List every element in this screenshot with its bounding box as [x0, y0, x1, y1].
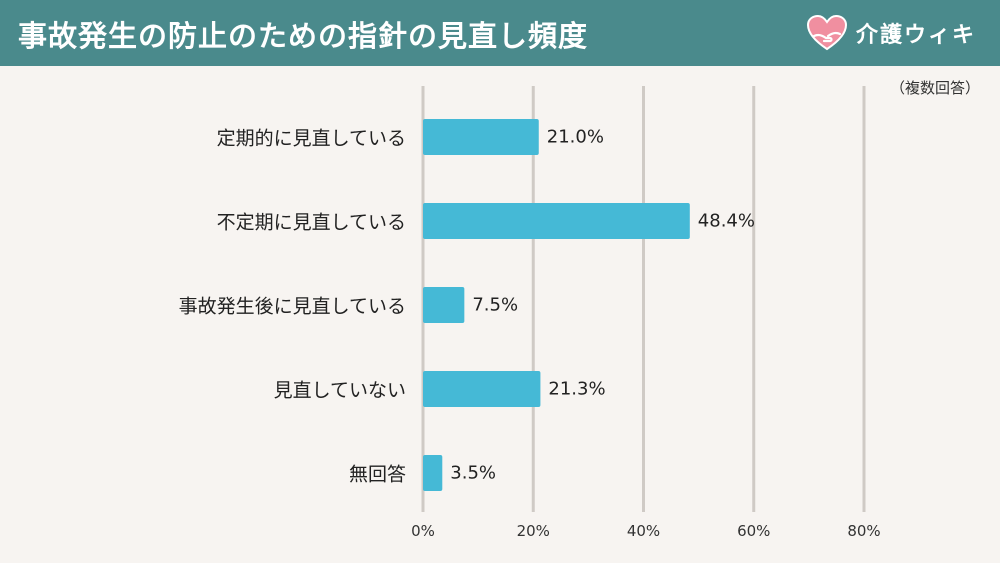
category-label: 不定期に見直している — [216, 211, 406, 234]
bar — [423, 287, 465, 323]
brand-logo: 介護ウィキ — [806, 14, 976, 52]
x-tick-label: 20% — [516, 522, 550, 540]
value-label: 7.5% — [472, 294, 519, 316]
x-tick-label: 40% — [626, 522, 661, 540]
category-label: 事故発生後に見直している — [178, 295, 406, 318]
bar — [423, 455, 443, 491]
bar — [423, 119, 539, 155]
category-label: 見直していない — [273, 379, 406, 402]
value-label: 21.3% — [548, 378, 606, 400]
bar — [423, 203, 690, 239]
x-tick-label: 0% — [411, 522, 435, 540]
page-title: 事故発生の防止のための指針の見直し頻度 — [18, 19, 589, 53]
brand-name: 介護ウィキ — [855, 23, 976, 48]
bar — [423, 371, 541, 407]
value-label: 48.4% — [697, 210, 755, 232]
x-tick-label: 80% — [847, 522, 881, 540]
value-label: 21.0% — [546, 126, 604, 148]
value-label: 3.5% — [450, 462, 497, 484]
heart-hands-icon — [806, 14, 847, 51]
x-tick-label: 60% — [737, 522, 771, 540]
header-bar: 事故発生の防止のための指針の見直し頻度 介護ウィキ — [0, 0, 1000, 66]
category-label: 定期的に見直している — [216, 127, 406, 150]
chart-note: （複数回答） — [889, 79, 980, 97]
category-label: 無回答 — [348, 463, 406, 486]
